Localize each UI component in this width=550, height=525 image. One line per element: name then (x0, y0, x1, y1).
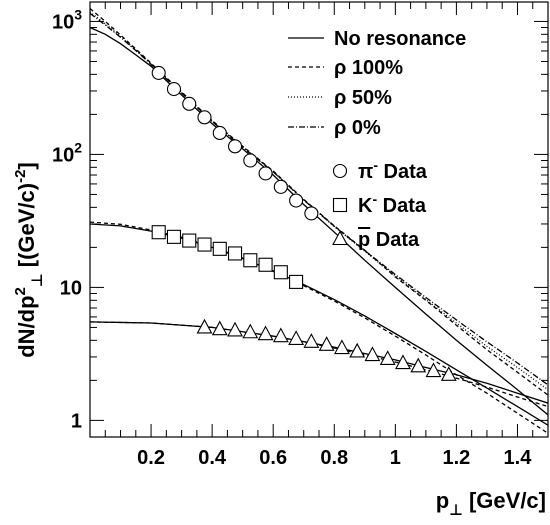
data-point-K- (227, 246, 243, 261)
svg-text:dN/dp2⊥ [(GeV/c)-2]: dN/dp2⊥ [(GeV/c)-2] (12, 162, 46, 358)
data-point-K- (166, 229, 182, 244)
data-point-pi- (304, 206, 319, 221)
svg-text:p⊥ [GeV/c]: p⊥ [GeV/c] (436, 488, 546, 519)
data-point-pbar (349, 342, 366, 358)
data-point-pi- (227, 139, 243, 154)
model-curve-pi--2 (90, 11, 548, 391)
data-point-pbar (196, 318, 213, 334)
data-point-K- (212, 241, 227, 256)
y-axis-title-close: ] (14, 162, 39, 169)
data-point-pbar (303, 333, 320, 348)
axes: 0.2 0.4 0.6 0.8 1 1.2 1.4 1 10 102 103 (52, 1, 549, 469)
data-point-K- (273, 265, 288, 280)
legend-entry-6: p Data (332, 229, 420, 251)
y-axis-title: dN/dp2⊥ [(GeV/c)-2] (12, 162, 46, 358)
model-curve-pi--1 (90, 8, 548, 396)
y-tick-label: 103 (52, 6, 82, 33)
x-tick-label: 0.4 (198, 447, 227, 469)
data-point-pbar (333, 339, 350, 355)
data-point-pbar (379, 350, 396, 365)
legend-marker-square (332, 197, 348, 213)
x-axis-title-main: p (436, 488, 449, 513)
data-point-pbar (257, 325, 274, 341)
data-point-pbar (395, 354, 411, 370)
y-axis-title-sub: ⊥ (29, 273, 46, 287)
data-point-K- (197, 237, 212, 252)
model-curve-K--4 (90, 223, 548, 426)
data-point-pbar (364, 346, 381, 362)
legend-marker-circle (332, 163, 348, 179)
data-point-pi- (212, 125, 227, 141)
x-tick-label: 0.6 (259, 447, 287, 469)
legend-label: ρ 100% (334, 57, 403, 79)
x-tick-label: 1.2 (442, 447, 470, 469)
data-point-pbar (440, 366, 457, 381)
y-tick-label: 10 (60, 277, 82, 299)
legend-entry-5: K- Data (332, 191, 427, 217)
plot-content (90, 8, 548, 434)
model-curve-pi--3 (90, 12, 548, 386)
legend-entry-2: ρ 50% (288, 87, 392, 109)
y-axis-title-main: dN/dp (14, 295, 39, 357)
legend-label: ρ 0% (334, 117, 381, 139)
model-curve-K--5 (90, 221, 548, 434)
model-curve-pi--0 (90, 26, 548, 416)
data-point-pbar (288, 330, 305, 345)
data-point-pbar (211, 320, 228, 336)
data-point-pbar (272, 327, 289, 343)
data-point-pbar (227, 321, 243, 337)
data-point-pi- (258, 166, 273, 181)
legend-label: ρ 50% (334, 87, 392, 109)
x-tick-label: 1.4 (504, 447, 533, 469)
legend: No resonance ρ 100% ρ 50% ρ 0% π- Data K- Dat… (288, 28, 466, 251)
model-curve-pbar-6 (90, 321, 548, 404)
x-axis-title: p⊥ [GeV/c] (436, 488, 546, 519)
legend-label: No resonance (334, 28, 466, 50)
data-point-pi- (182, 96, 197, 111)
model-curve-pbar-7 (90, 321, 548, 408)
x-axis-title-unit: [GeV/c] (463, 488, 546, 513)
data-point-pi- (197, 110, 212, 125)
data-point-pi- (166, 82, 182, 97)
legend-label: K- Data (358, 191, 427, 217)
x-tick-label: 0.8 (320, 447, 348, 469)
y-axis-title-unit-exp: -2 (12, 170, 29, 183)
data-point-pi- (151, 65, 166, 80)
x-tick-label: 1 (390, 447, 401, 469)
data-point-K- (182, 233, 197, 248)
legend-label: π- Data (358, 157, 428, 183)
y-axis-title-sup: 2 (12, 287, 29, 295)
data-point-pbar (318, 336, 335, 351)
x-axis-title-sub: ⊥ (449, 502, 463, 519)
data-point-K- (151, 225, 166, 240)
legend-entry-0: No resonance (288, 28, 466, 50)
y-axis-title-unit: [(GeV/c) (14, 183, 39, 273)
legend-entry-3: ρ 0% (288, 117, 381, 139)
legend-marker-triangle (332, 230, 348, 246)
y-tick-label: 1 (71, 410, 82, 432)
data-point-pi- (273, 179, 288, 194)
data-point-K- (258, 257, 273, 272)
y-tick-label: 102 (52, 139, 82, 166)
data-point-K- (289, 274, 304, 289)
legend-label: p Data (358, 229, 420, 251)
legend-entry-1: ρ 100% (288, 57, 403, 79)
data-point-pi- (243, 153, 258, 168)
legend-entry-4: π- Data (332, 157, 428, 183)
data-point-pbar (242, 323, 259, 339)
data-point-K- (243, 253, 258, 268)
data-point-pi- (289, 193, 304, 208)
data-point-pbar (410, 357, 427, 373)
data-point-pbar (425, 362, 442, 378)
x-tick-label: 0.2 (137, 447, 165, 469)
